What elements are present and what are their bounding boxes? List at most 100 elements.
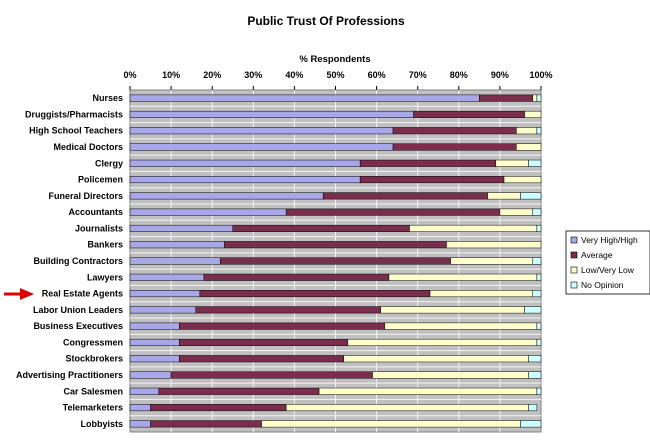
category-label: Telemarketers <box>63 403 123 413</box>
bar-segment <box>224 241 447 249</box>
bar-segment <box>524 110 542 118</box>
bar-segment <box>158 387 320 395</box>
category-label: Car Salesmen <box>63 386 123 396</box>
legend-swatch <box>570 281 578 289</box>
bar-segment <box>532 290 542 298</box>
x-tick-label: 60% <box>368 70 386 80</box>
x-tick-label: 90% <box>491 70 509 80</box>
bar-segment <box>536 127 542 135</box>
category-label: Advertising Practitioners <box>16 370 123 380</box>
bar-segment <box>150 420 262 428</box>
legend: Very High/High Average Low/Very Low No Opin… <box>565 230 650 295</box>
bar-segment <box>429 290 534 298</box>
bar-segment <box>536 273 542 281</box>
bar-segment <box>532 257 542 265</box>
x-tick-label: 80% <box>450 70 468 80</box>
category-label: Nurses <box>92 93 123 103</box>
bar-segment <box>528 355 542 363</box>
bar-segment <box>388 273 538 281</box>
bar-segment <box>532 94 538 102</box>
bar-segment <box>524 306 542 314</box>
bar-segment <box>359 159 497 167</box>
x-tick-label: 100% <box>529 70 552 80</box>
bar-segment <box>499 208 534 216</box>
bar-segment <box>129 306 197 314</box>
bar-segment <box>413 110 525 118</box>
bar-segment <box>179 338 349 346</box>
bar-segment <box>520 420 542 428</box>
x-tick-label: 10% <box>162 70 180 80</box>
x-tick-label: 30% <box>244 70 262 80</box>
bar-segment <box>129 355 180 363</box>
category-label: Building Contractors <box>34 256 124 266</box>
bar-segment <box>179 322 386 330</box>
bar-segment <box>129 127 394 135</box>
bar-segment <box>129 338 180 346</box>
category-label: High School Teachers <box>29 126 123 136</box>
bar-segment <box>129 273 205 281</box>
bar-segment <box>384 322 538 330</box>
legend-swatch <box>570 251 578 259</box>
bar-segment <box>129 257 221 265</box>
category-label: Accountants <box>68 207 123 217</box>
x-tick-label: 50% <box>326 70 344 80</box>
chart-title: Public Trust Of Professions <box>247 14 405 28</box>
legend-swatch <box>570 266 578 274</box>
bar-segment <box>536 338 542 346</box>
bars <box>129 94 542 428</box>
bar-segment <box>129 143 394 151</box>
category-label: Lawyers <box>87 272 123 282</box>
bar-segment <box>318 387 538 395</box>
category-label: Journalists <box>75 223 123 233</box>
highlight-arrow-icon <box>4 288 34 300</box>
bar-segment <box>285 208 501 216</box>
bar-segment <box>129 192 324 200</box>
x-tick-label: 20% <box>203 70 221 80</box>
bar-segment <box>528 404 538 412</box>
category-label: Medical Doctors <box>53 142 123 152</box>
bar-segment <box>516 143 542 151</box>
bar-segment <box>520 192 542 200</box>
bar-segment <box>536 387 542 395</box>
bar-segment <box>532 208 542 216</box>
x-tick-label: 40% <box>285 70 303 80</box>
x-axis-ticks: 0% 10% 20% 30% 40% 50% 60% 70% 80% 90% 100% <box>123 70 553 90</box>
bar-segment <box>322 192 488 200</box>
x-tick-label: 0% <box>123 70 136 80</box>
bar-segment <box>129 224 233 232</box>
bar-segment <box>129 159 361 167</box>
bar-segment <box>372 371 529 379</box>
legend-entry: Very High/High <box>581 235 638 245</box>
bar-segment <box>129 420 151 428</box>
bar-segment <box>380 306 525 314</box>
bar-segment <box>536 224 542 232</box>
bar-segment <box>129 387 160 395</box>
legend-entry: No Opinion <box>581 280 624 290</box>
bar-segment <box>392 143 517 151</box>
bar-segment <box>343 355 529 363</box>
bar-segment <box>528 371 542 379</box>
legend-entry: Low/Very Low <box>581 265 635 275</box>
category-label: Real Estate Agents <box>42 289 123 299</box>
legend-swatch <box>570 236 578 244</box>
bar-segment <box>179 355 344 363</box>
bar-segment <box>450 257 534 265</box>
category-label: Lobbyists <box>80 419 123 429</box>
bar-segment <box>199 290 431 298</box>
bar-segment <box>129 241 225 249</box>
bar-segment <box>129 371 172 379</box>
category-label: Funeral Directors <box>48 191 123 201</box>
bar-segment <box>232 224 410 232</box>
category-label: Policemen <box>78 175 123 185</box>
legend-entry: Average <box>581 250 613 260</box>
bar-segment <box>528 159 542 167</box>
bar-segment <box>487 192 521 200</box>
category-labels: Nurses Druggists/Pharmacists High School T… <box>16 93 123 429</box>
bar-segment <box>536 322 542 330</box>
category-label: Stockbrokers <box>65 354 123 364</box>
bar-segment <box>446 241 542 249</box>
bar-segment <box>195 306 381 314</box>
x-axis-label: % Respondents <box>299 54 370 65</box>
bar-segment <box>129 94 480 102</box>
